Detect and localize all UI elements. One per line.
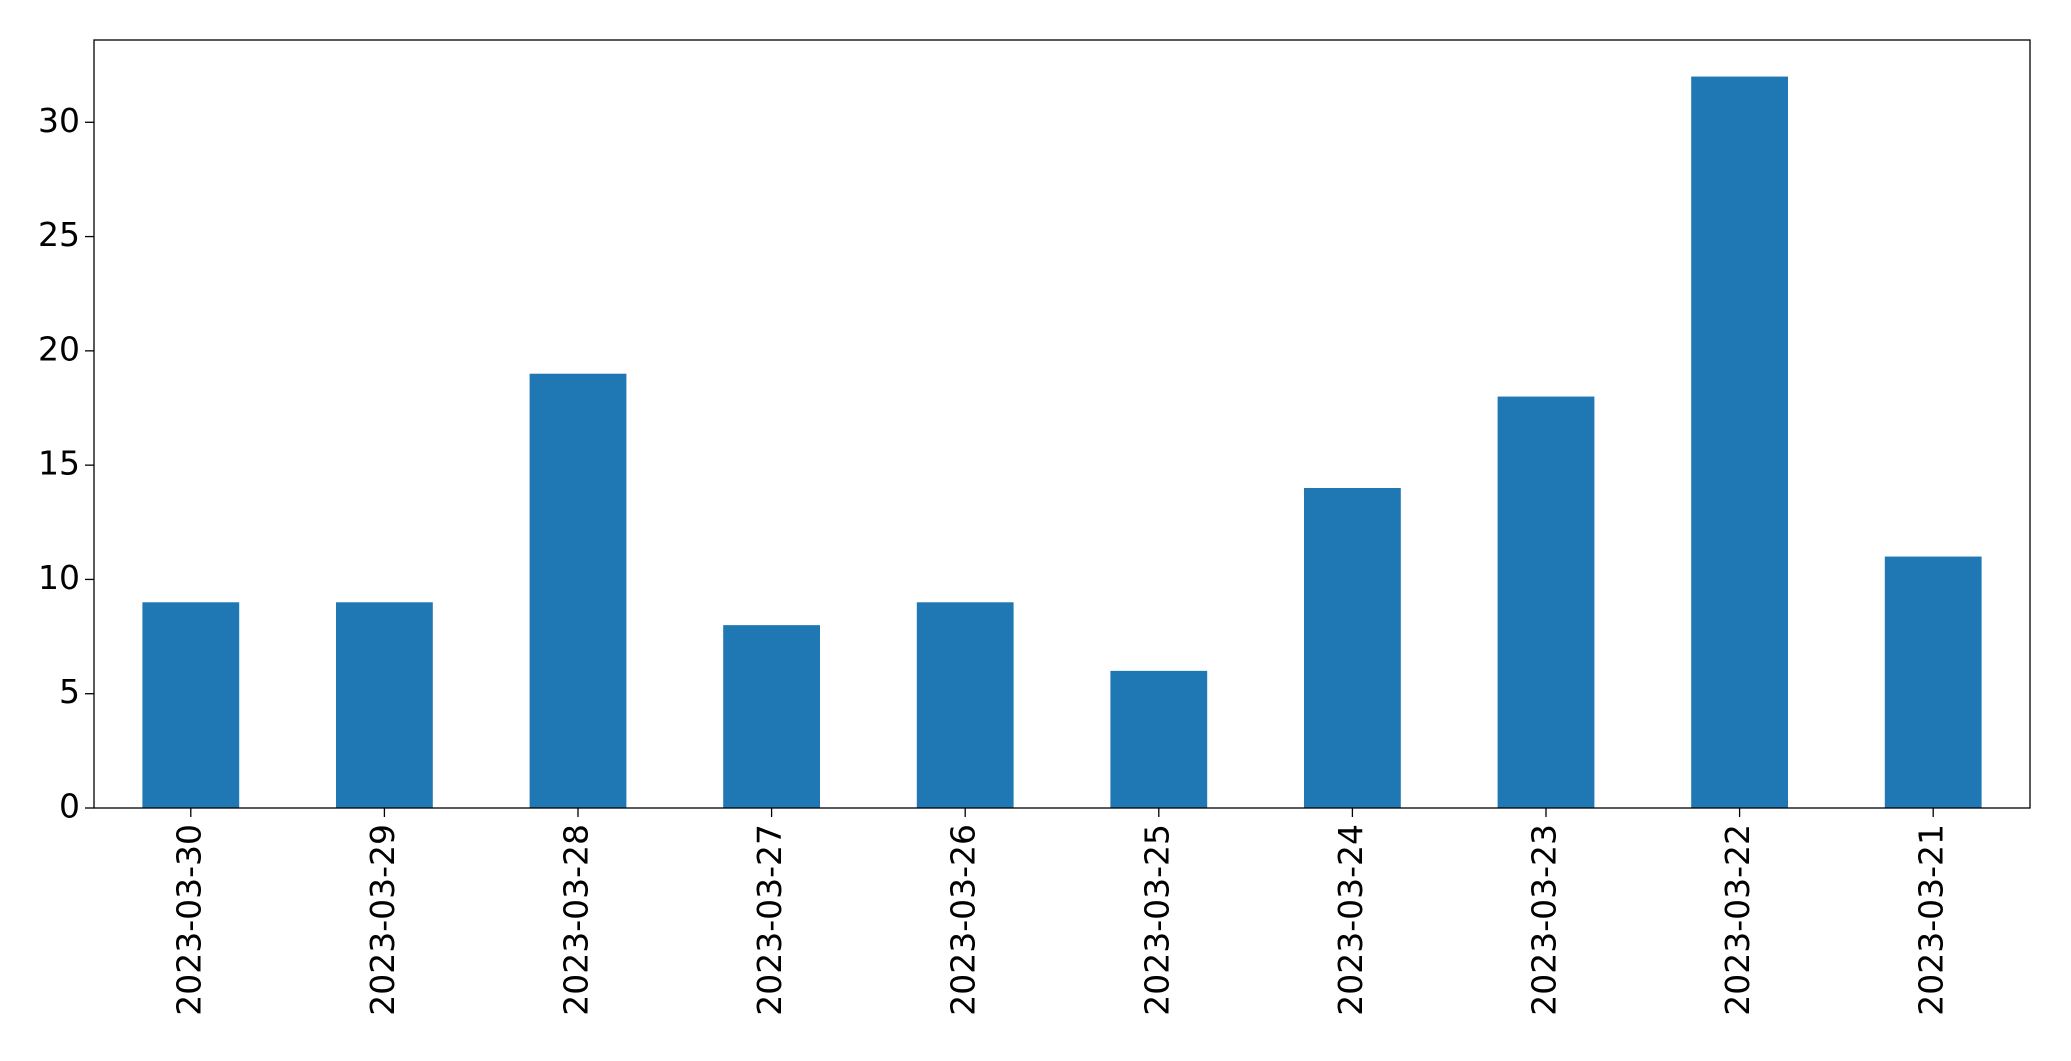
plot-frame bbox=[93, 39, 2031, 809]
y-tick-label: 5 bbox=[59, 672, 80, 711]
x-tick-label: 2023-03-25 bbox=[1137, 824, 1176, 1016]
x-tick-label: 2023-03-29 bbox=[363, 824, 402, 1016]
y-tick-label: 30 bbox=[38, 101, 80, 140]
y-tick-label: 20 bbox=[38, 329, 80, 368]
bar bbox=[1497, 396, 1595, 808]
x-tick-label: 2023-03-22 bbox=[1718, 824, 1757, 1016]
bar bbox=[916, 602, 1014, 808]
bar bbox=[529, 373, 627, 808]
x-tick-label: 2023-03-28 bbox=[557, 824, 596, 1016]
y-tick-label: 15 bbox=[38, 444, 80, 483]
bar bbox=[142, 602, 240, 808]
x-tick-label: 2023-03-23 bbox=[1525, 824, 1564, 1016]
x-tick-label: 2023-03-27 bbox=[750, 824, 789, 1016]
bar bbox=[1304, 488, 1401, 808]
x-tick-label: 2023-03-24 bbox=[1331, 824, 1370, 1016]
bar bbox=[1884, 556, 1982, 808]
y-tick-label: 0 bbox=[59, 787, 80, 826]
y-tick-label: 25 bbox=[38, 215, 80, 254]
x-tick-label: 2023-03-21 bbox=[1912, 824, 1951, 1016]
x-tick-label: 2023-03-30 bbox=[169, 824, 208, 1016]
bar bbox=[1691, 76, 1788, 809]
y-tick-label: 10 bbox=[38, 558, 80, 597]
bar bbox=[1110, 670, 1208, 808]
x-tick-label: 2023-03-26 bbox=[944, 824, 983, 1016]
bar bbox=[336, 602, 433, 808]
bar bbox=[723, 625, 820, 808]
